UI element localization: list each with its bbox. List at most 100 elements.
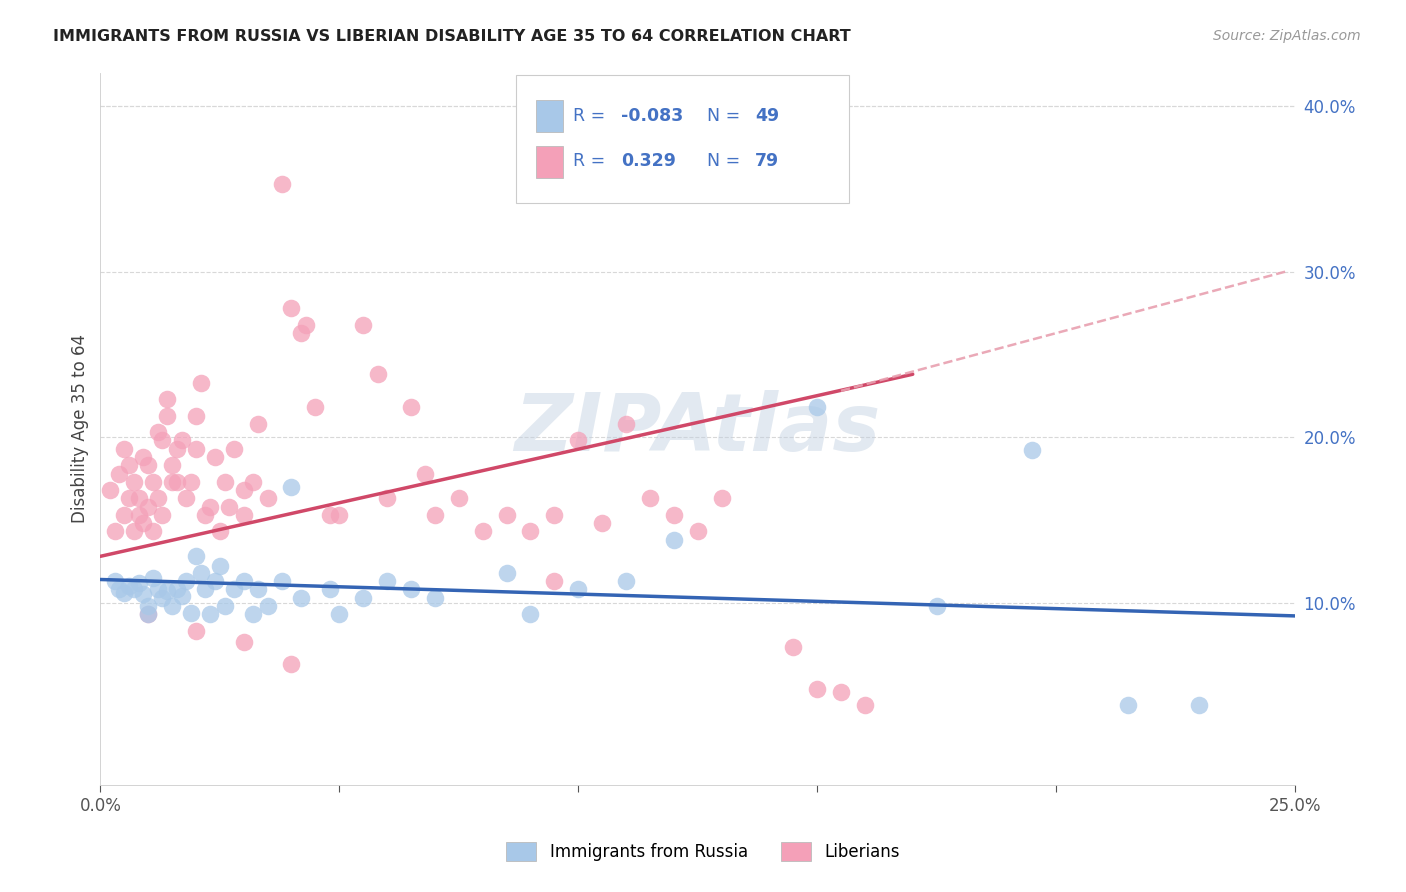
- Point: [184, 409, 207, 423]
- Point: [543, 574, 565, 589]
- Point: [367, 368, 389, 382]
- Point: [328, 607, 350, 622]
- Point: [118, 458, 141, 473]
- Point: [128, 491, 150, 506]
- Point: [128, 575, 150, 590]
- Point: [319, 582, 342, 597]
- Point: [184, 624, 207, 638]
- Point: [567, 582, 589, 597]
- Point: [190, 566, 212, 580]
- Point: [280, 657, 302, 671]
- Point: [567, 434, 589, 448]
- Point: [160, 599, 183, 613]
- Point: [375, 491, 398, 506]
- Point: [806, 681, 828, 696]
- Point: [290, 591, 312, 605]
- Point: [375, 574, 398, 589]
- Point: [128, 508, 150, 522]
- Point: [830, 685, 852, 699]
- Point: [160, 475, 183, 489]
- Point: [495, 566, 517, 580]
- Text: 49: 49: [755, 107, 779, 125]
- Point: [352, 591, 374, 605]
- Point: [638, 491, 661, 506]
- Text: R =: R =: [574, 107, 612, 125]
- Point: [142, 475, 165, 489]
- FancyBboxPatch shape: [537, 145, 562, 178]
- Point: [146, 425, 169, 440]
- Point: [614, 417, 637, 431]
- Point: [112, 586, 135, 600]
- Point: [176, 574, 198, 589]
- Point: [304, 401, 326, 415]
- Point: [104, 524, 127, 539]
- Point: [194, 582, 217, 597]
- Point: [118, 579, 141, 593]
- Point: [180, 475, 202, 489]
- Point: [160, 458, 183, 473]
- Point: [423, 508, 446, 522]
- Text: N =: N =: [707, 107, 747, 125]
- Point: [142, 524, 165, 539]
- Point: [232, 508, 254, 522]
- Point: [152, 508, 174, 522]
- Point: [118, 491, 141, 506]
- Point: [108, 582, 131, 597]
- Point: [208, 559, 231, 574]
- Point: [247, 417, 270, 431]
- Point: [142, 571, 165, 585]
- Point: [280, 480, 302, 494]
- Point: [710, 491, 733, 506]
- Point: [399, 582, 422, 597]
- Text: R =: R =: [574, 152, 617, 169]
- Legend: Immigrants from Russia, Liberians: Immigrants from Russia, Liberians: [499, 835, 907, 868]
- Point: [170, 589, 193, 603]
- Point: [208, 524, 231, 539]
- Point: [853, 698, 876, 713]
- Point: [156, 584, 179, 599]
- Point: [166, 442, 188, 456]
- Point: [242, 607, 264, 622]
- Point: [204, 574, 226, 589]
- Point: [328, 508, 350, 522]
- Point: [224, 582, 246, 597]
- Point: [686, 524, 709, 539]
- Text: N =: N =: [707, 152, 747, 169]
- Point: [256, 599, 278, 613]
- Point: [214, 475, 236, 489]
- Point: [247, 582, 270, 597]
- Point: [132, 450, 155, 464]
- Point: [662, 508, 685, 522]
- Point: [256, 491, 278, 506]
- Point: [224, 442, 246, 456]
- FancyBboxPatch shape: [516, 75, 849, 202]
- Point: [806, 401, 828, 415]
- Point: [280, 301, 302, 315]
- Text: Source: ZipAtlas.com: Source: ZipAtlas.com: [1213, 29, 1361, 43]
- Point: [242, 475, 264, 489]
- Text: 0.329: 0.329: [621, 152, 676, 169]
- Point: [132, 516, 155, 531]
- Point: [232, 574, 254, 589]
- Point: [176, 491, 198, 506]
- Point: [136, 458, 159, 473]
- Point: [146, 491, 169, 506]
- Point: [214, 599, 236, 613]
- Point: [399, 401, 422, 415]
- Point: [423, 591, 446, 605]
- Point: [1116, 698, 1139, 713]
- Point: [352, 318, 374, 332]
- Point: [132, 587, 155, 601]
- Text: IMMIGRANTS FROM RUSSIA VS LIBERIAN DISABILITY AGE 35 TO 64 CORRELATION CHART: IMMIGRANTS FROM RUSSIA VS LIBERIAN DISAB…: [53, 29, 851, 44]
- Point: [925, 599, 948, 613]
- FancyBboxPatch shape: [537, 100, 562, 132]
- Point: [152, 434, 174, 448]
- Point: [122, 582, 145, 597]
- Point: [156, 392, 179, 406]
- Point: [413, 467, 436, 481]
- Point: [782, 640, 804, 655]
- Point: [104, 574, 127, 589]
- Text: ZIPAtlas: ZIPAtlas: [515, 390, 880, 468]
- Point: [204, 450, 226, 464]
- Point: [295, 318, 318, 332]
